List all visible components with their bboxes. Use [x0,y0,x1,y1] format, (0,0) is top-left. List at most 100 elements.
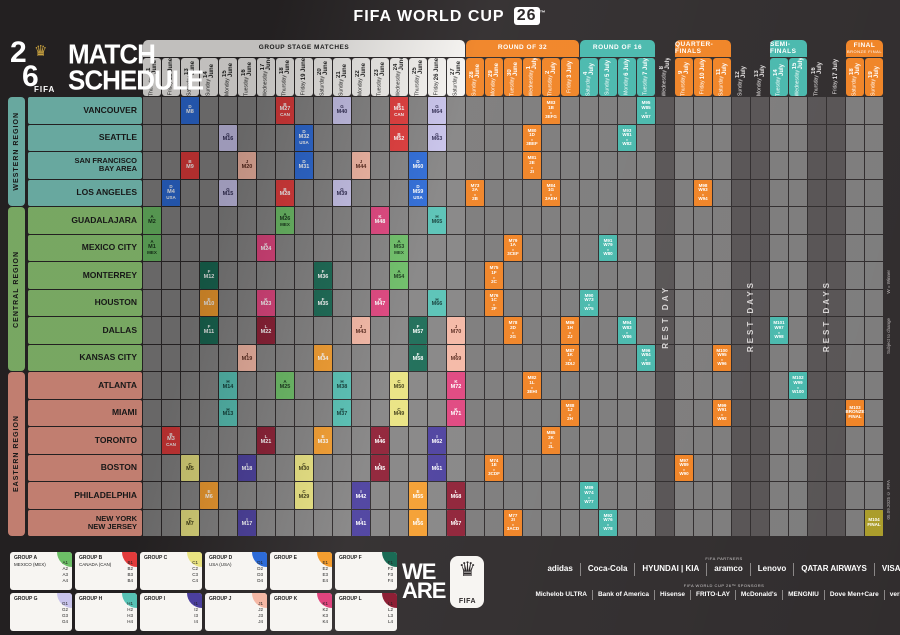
day-cell [618,399,636,426]
day-cell [314,509,332,536]
match-cell: F M57 [409,317,427,344]
knockout-match-cell: M80 1D v 3BEF [523,124,541,151]
versus-label: v [569,412,571,418]
city-row-label: NEW YORK NEW JERSEY [28,509,142,536]
day-cell [409,372,427,399]
margin-note-text: W = Winner [886,270,891,294]
match-team1: 2K [548,434,554,440]
day-cell [143,427,161,454]
day-cell [865,289,883,316]
match-team1: 1E [491,462,497,468]
day-cell [580,509,598,536]
group-seed: F2 [387,566,393,572]
day-cell [656,262,674,289]
knockout-match-cell: M75 1F v 2C [485,262,503,289]
versus-label: v [550,109,552,115]
day-cell [200,454,218,481]
day-cell [656,344,674,371]
date-label: 5 July [605,59,611,77]
date-text: Saturday 11 July [716,58,728,96]
knockout-match-cell: M97 W89 v W90 [675,454,693,481]
day-cell [466,289,484,316]
match-cell: F M11 [200,317,218,344]
day-cell [333,482,351,509]
day-cell [770,289,788,316]
match-number: M73 [470,182,480,188]
match-group-letter: C [397,379,401,384]
day-cell [637,289,655,316]
fifa-wordmark: FIFA [458,598,477,605]
match-host-note: MEX [147,249,157,255]
day-cell: M82 1L v 3EHI [523,372,541,399]
day-cell: L M46 [371,427,389,454]
day-cell [656,289,674,316]
group-seed: J4 [258,619,263,625]
knockout-match-cell: M73 2A v 2B [466,179,484,206]
match-team1: W99 [793,379,803,385]
day-cell [371,399,389,426]
day-cell [827,152,845,179]
city-row-label: SAN FRANCISCO BAY AREA [28,152,142,179]
match-number: M39 [336,191,348,198]
day-cell: J M19 [238,344,256,371]
day-cell [618,234,636,261]
day-cell [428,317,446,344]
poster-title-line2: SCHEDULE [68,63,204,96]
city-row-label: ATLANTA [28,372,142,399]
match-number: M64 [431,108,443,115]
day-cell [352,372,370,399]
day-cell [352,234,370,261]
day-cell [732,97,750,124]
match-group-letter: B [169,431,173,437]
date-column-header: Monday 22 June [352,58,370,96]
margin-note-text: Subject to change [886,318,891,355]
day-cell: I M62 [428,427,446,454]
we-are-26-logo: WE ARE ♛ FIFA [402,556,485,608]
group-seed: D2 [257,566,263,572]
match-team1: 1J [567,407,573,413]
day-cell [238,262,256,289]
match-number: M44 [355,163,367,170]
match-team2: W94 [698,196,708,202]
day-cell [751,262,769,289]
match-number: M34 [317,356,329,363]
match-team2: W80 [603,251,613,257]
day-cell [561,262,579,289]
day-cell [789,509,807,536]
day-cell [409,399,427,426]
match-number: M93 [622,127,632,133]
match-team1: 1D [529,132,535,138]
date-text: Sunday 28 June [469,58,481,96]
match-number: M35 [317,301,329,308]
day-cell: F M11 [200,317,218,344]
day-cell [827,454,845,481]
day-cell [675,344,693,371]
day-cell [827,207,845,234]
day-cell [865,234,883,261]
match-group-letter: F [321,296,325,302]
match-number: M23 [260,301,272,308]
match-group-letter: K [454,406,458,412]
group-card-seeds: L1 L2 L3 L4 [388,601,393,625]
day-cell: F M36 [314,262,332,289]
group-card-title: GROUP J [209,596,232,602]
we-are-line2: ARE [402,578,446,603]
match-cell: A M25 [276,372,294,399]
day-cell [181,372,199,399]
day-cell [580,234,598,261]
date-text: Tuesday 30 June [507,58,519,96]
day-cell: K M23 [257,289,275,316]
match-team1: 1F [491,269,497,275]
day-cell: A M54 [390,262,408,289]
day-cell [181,179,199,206]
day-of-week: Thursday [680,75,687,96]
match-group-letter: I [360,489,362,494]
city-row-label: MIAMI [28,399,142,426]
match-cell: K M24 [257,234,275,261]
versus-label: v [512,522,514,528]
day-cell [162,289,180,316]
day-cell [656,234,674,261]
versus-label: v [512,329,514,335]
match-team2: W75 [584,306,594,312]
